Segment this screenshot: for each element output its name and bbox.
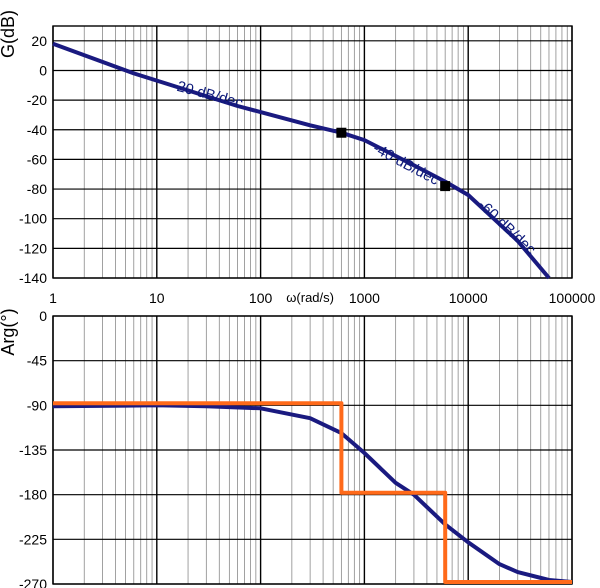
y-tick-label: -225	[19, 531, 47, 547]
frequency-axis-title: ω(rad/s)	[286, 290, 334, 305]
y-tick-label: 0	[39, 62, 47, 78]
frequency-tick-labels: 1 10 100 1000 10000 100000	[49, 290, 595, 306]
plot-frame	[52, 25, 573, 279]
corner-marker	[336, 127, 347, 138]
y-tick-label: -40	[27, 122, 47, 138]
y-tick-label: -270	[19, 576, 47, 588]
y-tick-label: 20	[31, 33, 47, 49]
y-tick-label: -180	[19, 487, 47, 503]
y-tick-label: 0	[39, 308, 47, 324]
x-tick-label: 10	[149, 290, 165, 306]
magnitude-panel: -20 dB/dec -40 dB/dec -60 dB/dec 20 0 -20 -40…	[0, 10, 596, 306]
y-tick-label: -135	[19, 442, 47, 458]
phase-y-tick-labels: 0 -45 -90 -135 -180 -225 -270	[19, 308, 47, 588]
x-tick-label: 1000	[349, 290, 380, 306]
y-tick-label: -140	[19, 270, 47, 286]
series-line	[52, 41, 551, 280]
slope-label: -20 dB/dec	[170, 77, 245, 112]
phase-panel: 0 -45 -90 -135 -180 -225 -270 Arg(°)	[0, 308, 573, 588]
y-tick-label: -60	[27, 151, 47, 167]
slope-label: -60 dB/dec	[474, 196, 539, 258]
magnitude-y-tick-labels: 20 0 -20 -40 -60 -80 -100 -120 -140	[19, 33, 47, 286]
x-tick-label: 10000	[449, 290, 488, 306]
magnitude-grid	[52, 25, 573, 279]
phase-grid	[52, 315, 573, 585]
magnitude-corner-markers	[336, 127, 451, 192]
y-tick-label: -80	[27, 181, 47, 197]
magnitude-axis-title: G(dB)	[0, 10, 18, 58]
y-tick-label: -45	[27, 353, 47, 369]
x-tick-label: 1	[49, 290, 57, 306]
x-tick-label: 100000	[549, 290, 596, 306]
phase-series-group	[52, 401, 573, 584]
corner-marker	[440, 181, 451, 192]
slope-label: -40 dB/dec	[370, 140, 442, 189]
magnitude-series-group	[52, 41, 551, 280]
plot-frame	[52, 315, 573, 585]
y-tick-label: -20	[27, 92, 47, 108]
phase-axis-title: Arg(°)	[0, 308, 18, 355]
series-line	[52, 403, 573, 584]
magnitude-slope-annotations: -20 dB/dec -40 dB/dec -60 dB/dec	[170, 77, 539, 259]
y-tick-label: -120	[19, 240, 47, 256]
asymptote-line	[53, 401, 572, 584]
y-tick-label: -90	[27, 397, 47, 413]
x-tick-label: 100	[249, 290, 273, 306]
y-tick-label: -100	[19, 211, 47, 227]
